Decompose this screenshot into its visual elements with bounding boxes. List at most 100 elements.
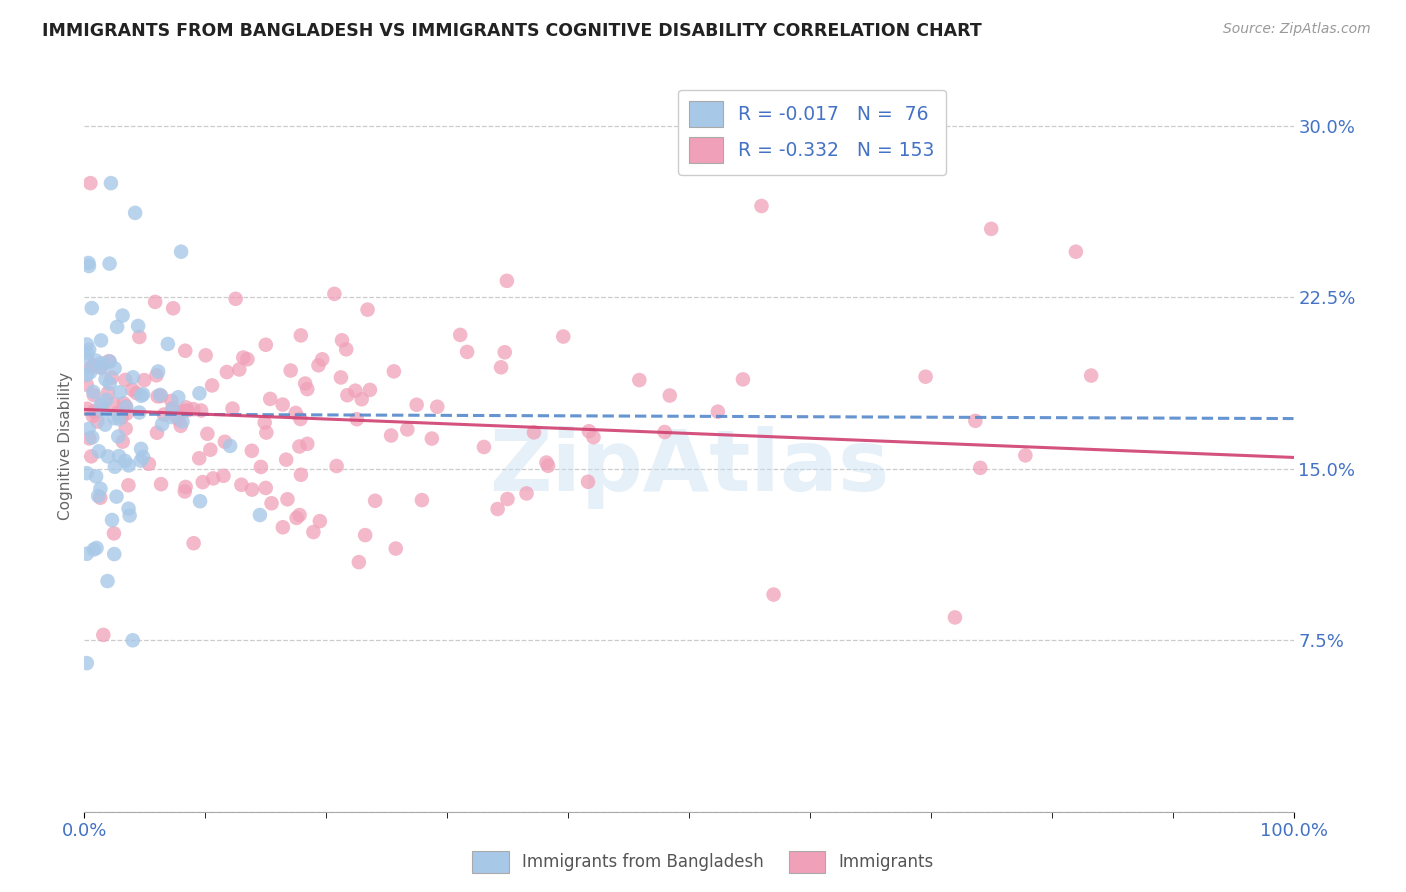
Point [76,547,98,561]
Point [117,458,139,473]
Point [174,480,197,494]
Point [308,514,330,528]
Point [1014,449,1036,463]
Point [103,526,125,541]
Point [77,343,100,357]
Point [323,286,346,301]
Point [965,414,987,428]
Point [145,368,167,383]
Point [149,388,172,402]
Point [76,346,98,360]
Point [496,274,519,288]
Point [354,528,377,542]
Point [129,453,152,467]
Point [202,471,225,485]
Point [364,493,387,508]
Point [143,294,166,309]
Point [170,244,193,259]
Point [125,386,148,401]
Point [98,257,121,271]
Point [108,449,131,463]
Point [250,459,273,474]
Point [240,443,263,458]
Point [76,466,98,480]
Point [943,610,966,624]
Point [107,406,129,420]
Point [236,352,259,367]
Point [486,502,509,516]
Point [576,475,599,489]
Point [96,392,118,407]
Point [146,425,169,440]
Point [93,628,115,642]
Point [494,345,516,359]
Point [191,475,214,489]
Point [160,409,183,424]
Point [94,372,117,386]
Point [188,451,211,466]
Point [83,388,105,402]
Point [118,508,141,523]
Point [731,372,754,386]
Point [162,401,184,416]
Point [150,389,173,403]
Point [628,373,651,387]
Point [90,360,112,375]
Point [188,386,211,401]
Point [103,547,125,561]
Point [112,396,135,410]
Point [1064,244,1087,259]
Point [276,452,298,467]
Point [115,401,138,415]
Point [122,370,145,384]
Point [380,428,402,442]
Point [83,404,105,418]
Point [228,362,250,376]
Point [90,360,112,375]
Legend: R = -0.017   N =  76, R = -0.332   N = 153: R = -0.017 N = 76, R = -0.332 N = 153 [678,90,946,175]
Point [197,426,219,441]
Point [489,360,512,375]
Point [117,478,139,492]
Point [97,354,120,368]
Point [344,384,367,398]
Point [162,301,184,316]
Point [111,410,134,425]
Point [350,392,373,407]
Point [79,431,101,445]
Point [111,434,134,449]
Point [762,588,785,602]
Point [76,337,98,351]
Point [294,376,316,391]
Point [115,400,138,414]
Point [76,368,98,382]
Point [129,442,152,456]
Point [101,513,124,527]
Point [104,361,127,376]
Point [84,469,107,483]
Point [254,481,277,495]
Point [288,440,311,454]
Point [167,390,190,404]
Point [80,301,103,315]
Point [87,489,110,503]
Point [396,422,419,436]
Point [254,338,277,352]
Point [170,418,193,433]
Point [259,392,281,406]
Point [347,555,370,569]
Point [114,373,136,387]
Point [174,401,197,415]
Point [553,329,575,343]
Point [240,483,263,497]
Point [165,409,187,424]
Point [90,397,112,411]
Point [82,409,104,423]
Point [201,378,224,392]
Point [80,360,103,375]
Point [105,490,128,504]
Point [411,493,433,508]
Point [80,450,103,464]
Point [523,425,546,440]
Point [214,434,236,449]
